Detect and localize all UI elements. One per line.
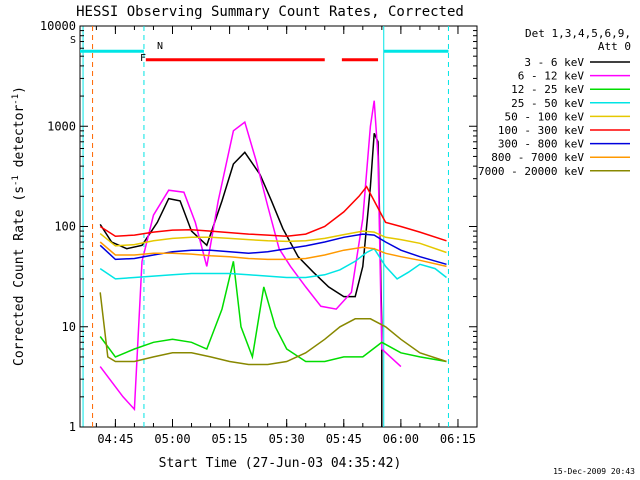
series-line-0 bbox=[99, 132, 383, 427]
x-tick-label: 04:45 bbox=[97, 432, 133, 446]
series-line-5 bbox=[99, 185, 447, 242]
y-tick-label: 10000 bbox=[40, 19, 76, 33]
series-line-4 bbox=[99, 230, 447, 254]
legend-label-7: 800 - 7000 keV bbox=[491, 151, 584, 164]
legend-label-3: 25 - 50 keV bbox=[511, 97, 584, 110]
legend-label-8: 7000 - 20000 keV bbox=[478, 165, 584, 178]
legend-label-4: 50 - 100 keV bbox=[505, 110, 585, 123]
flag-label-s: S bbox=[70, 35, 76, 46]
flag-label-n: N bbox=[157, 41, 163, 52]
plot-frame bbox=[79, 25, 478, 428]
x-tick-label: 05:30 bbox=[269, 432, 305, 446]
series-line-7 bbox=[99, 241, 447, 268]
series-line-1 bbox=[99, 100, 402, 412]
footer-date: 15-Dec-2009 20:43 bbox=[553, 467, 635, 476]
legend-label-0: 3 - 6 keV bbox=[524, 56, 584, 69]
series-line-8 bbox=[99, 292, 447, 366]
legend-label-1: 6 - 12 keV bbox=[518, 70, 585, 83]
y-tick-label: 10 bbox=[62, 320, 76, 334]
y-tick-label: 1000 bbox=[47, 119, 76, 133]
legend-label-6: 300 - 800 keV bbox=[498, 138, 584, 151]
chart-title: HESSI Observing Summary Count Rates, Cor… bbox=[76, 4, 464, 20]
x-tick-label: 06:00 bbox=[383, 432, 419, 446]
series-line-6 bbox=[99, 233, 447, 266]
legend-header-line1: Det 1,3,4,5,6,9, bbox=[525, 27, 631, 40]
legend-label-5: 100 - 300 keV bbox=[498, 124, 584, 137]
series-line-2 bbox=[99, 261, 447, 363]
y-axis-label: Corrected Count Rate (s-1 detector-1) bbox=[11, 86, 27, 366]
legend-header-line2: Att 0 bbox=[598, 40, 631, 53]
x-tick-label: 05:15 bbox=[212, 432, 248, 446]
x-tick-label: 05:45 bbox=[326, 432, 362, 446]
flag-label-f: F bbox=[140, 53, 146, 64]
x-axis-label: Start Time (27-Jun-03 04:35:42) bbox=[159, 456, 402, 471]
y-tick-label: 1 bbox=[69, 420, 76, 434]
series-line-3 bbox=[99, 247, 447, 280]
x-tick-label: 05:00 bbox=[154, 432, 190, 446]
y-tick-label: 100 bbox=[54, 220, 76, 234]
x-tick-label: 06:15 bbox=[440, 432, 476, 446]
legend-label-2: 12 - 25 keV bbox=[511, 83, 584, 96]
